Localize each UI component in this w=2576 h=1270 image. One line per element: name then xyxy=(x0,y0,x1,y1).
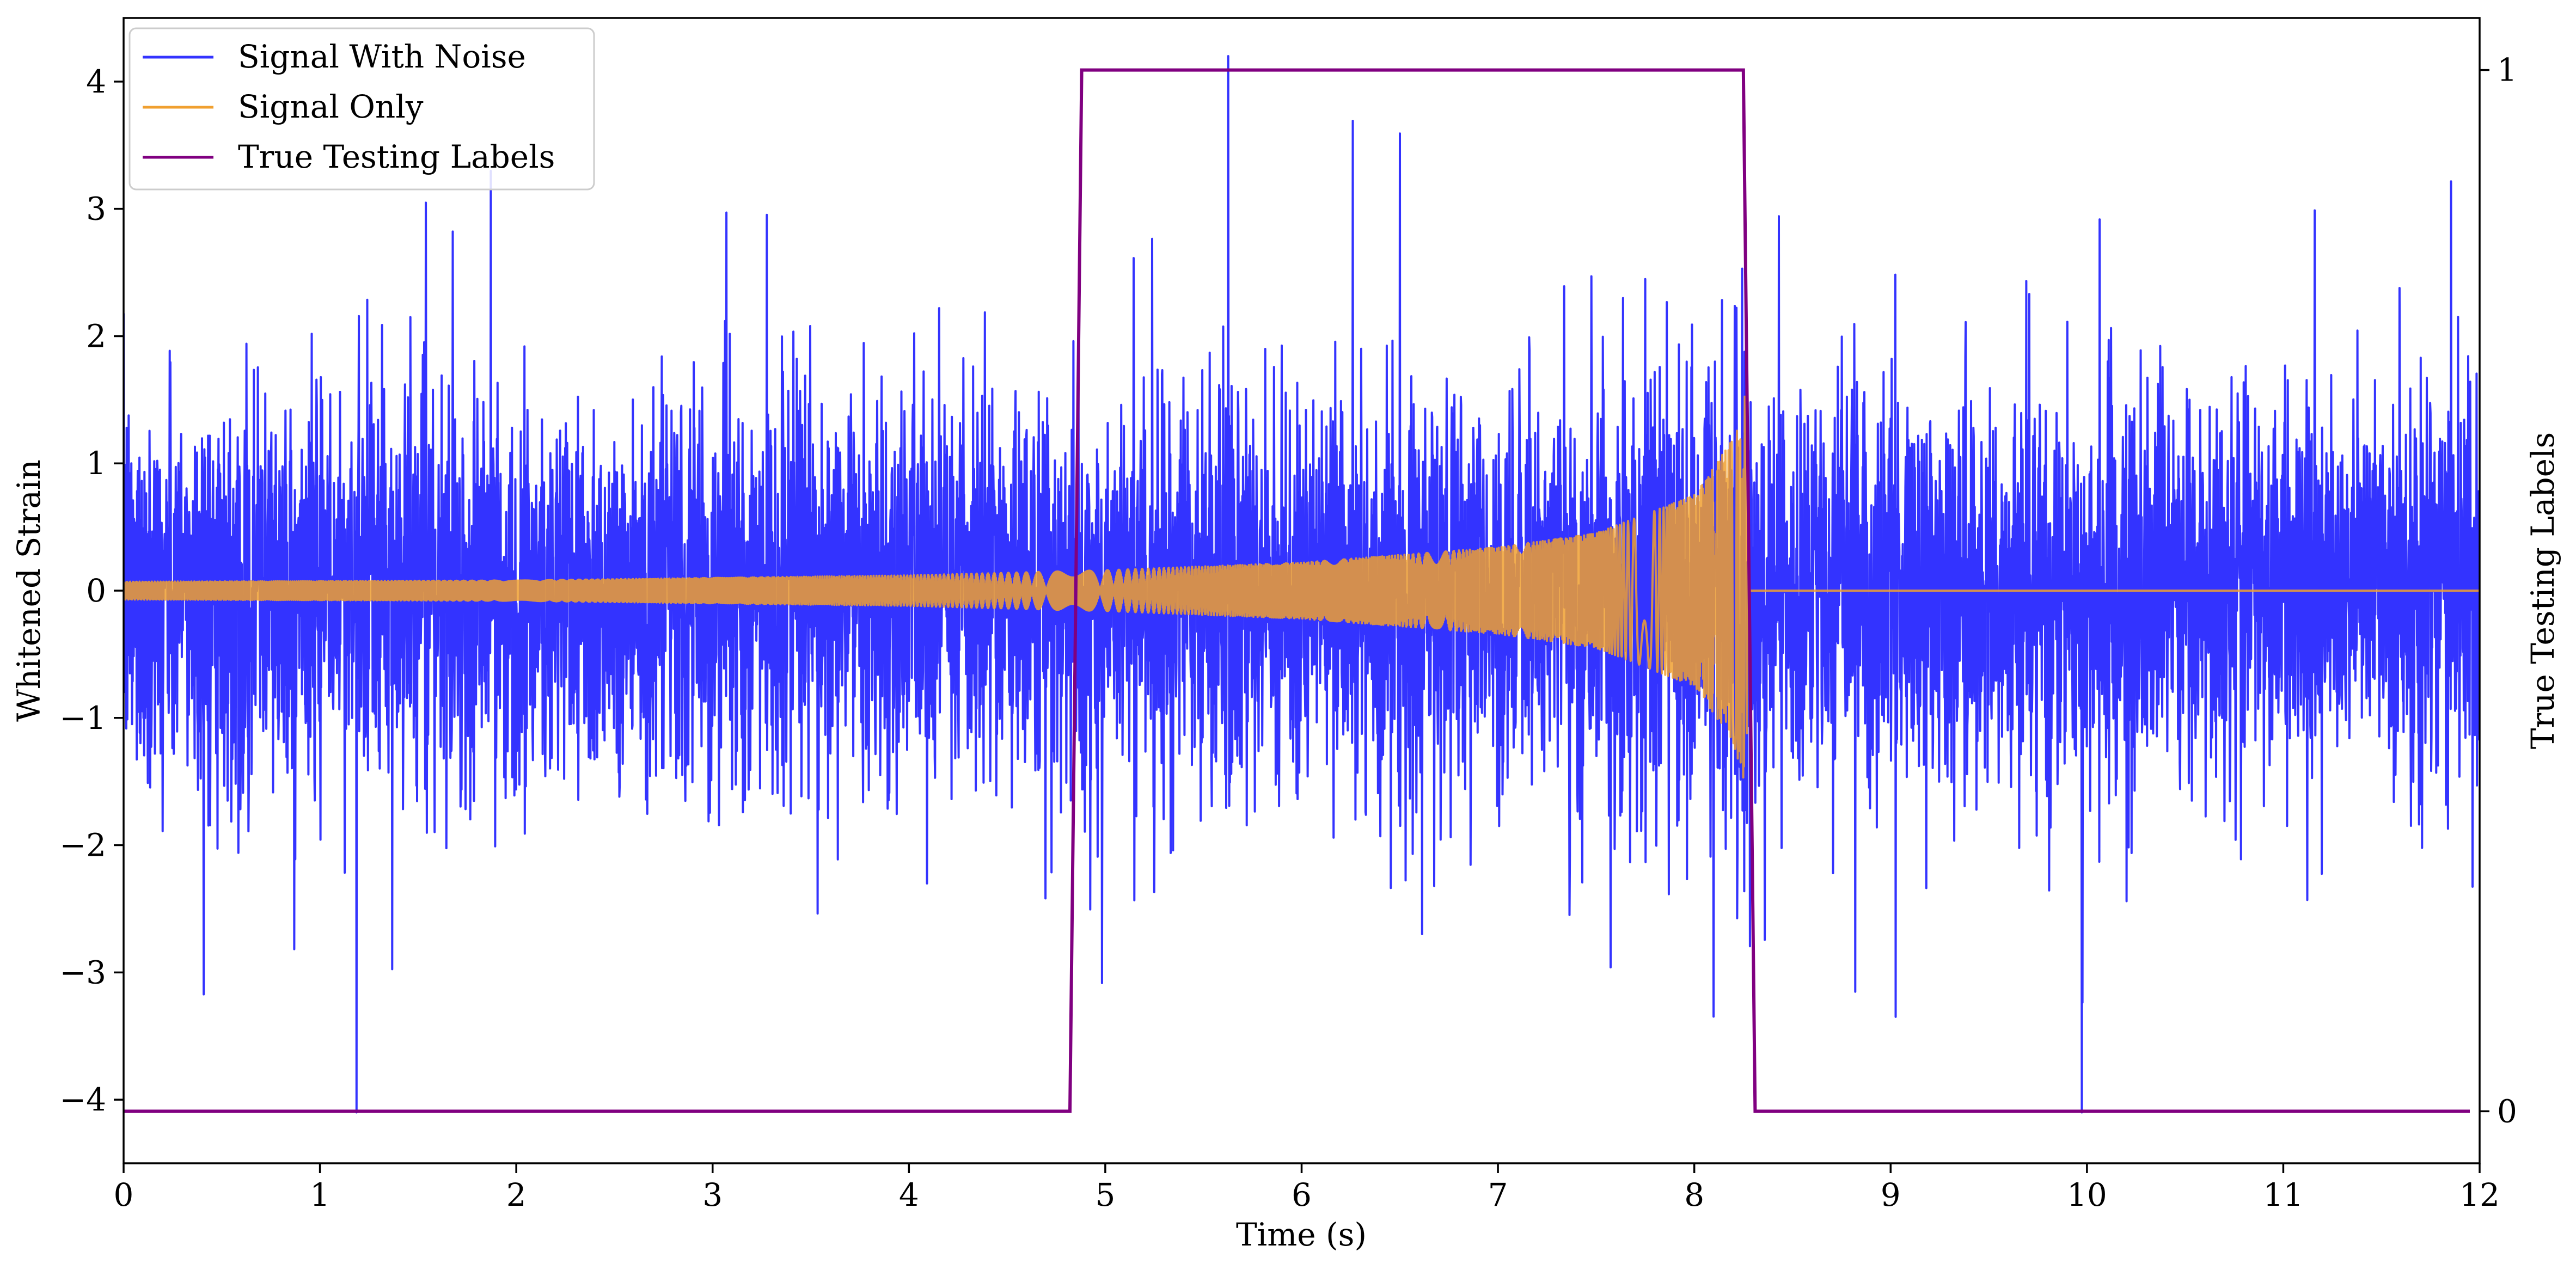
y2-axis-label: True Testing Labels xyxy=(2524,432,2561,749)
y-tick-label: −4 xyxy=(60,1081,107,1118)
x-tick-label: 10 xyxy=(2067,1176,2107,1213)
x-tick-label: 6 xyxy=(1292,1176,1312,1213)
y-tick-label: 1 xyxy=(86,445,106,482)
x-tick-label: 5 xyxy=(1095,1176,1115,1213)
y2-tick-label: 1 xyxy=(2497,52,2517,89)
x-tick-label: 9 xyxy=(1881,1176,1901,1213)
y-tick-label: 0 xyxy=(86,572,106,609)
y-axis-label: Whitened Strain xyxy=(10,459,47,722)
y-tick-label: 3 xyxy=(86,191,106,228)
x-tick-label: 1 xyxy=(310,1176,330,1213)
legend: Signal With Noise Signal Only True Testi… xyxy=(129,27,595,191)
y-tick-label: −3 xyxy=(60,954,107,991)
x-tick-label: 7 xyxy=(1488,1176,1508,1213)
x-tick-label: 11 xyxy=(2263,1176,2304,1213)
legend-label-signal-only: Signal Only xyxy=(238,88,424,125)
x-tick-label: 3 xyxy=(702,1176,723,1213)
x-axis: 0 1 2 3 4 5 6 7 8 9 10 11 12 xyxy=(114,1163,2500,1213)
y-axis-right: 01 xyxy=(2480,52,2517,1130)
x-tick-label: 0 xyxy=(114,1176,134,1213)
series-signal-with-noise xyxy=(124,55,2480,1114)
y-tick-label: −1 xyxy=(60,700,107,737)
y-tick-label: −2 xyxy=(60,827,107,864)
legend-box xyxy=(129,27,595,191)
x-tick-label: 4 xyxy=(899,1176,919,1213)
series-signal-only xyxy=(124,386,2480,779)
x-tick-label: 8 xyxy=(1684,1176,1704,1213)
legend-label-signal-with-noise: Signal With Noise xyxy=(238,38,526,75)
plot-area xyxy=(124,55,2480,1114)
y-axis-left: −4 −3 −2 −1 0 1 2 3 4 xyxy=(60,63,124,1118)
x-tick-label: 2 xyxy=(506,1176,527,1213)
y-tick-label: 2 xyxy=(86,317,106,354)
series-true-testing-labels xyxy=(124,68,2470,1113)
x-axis-label: Time (s) xyxy=(1236,1216,1367,1253)
x-tick-label: 12 xyxy=(2459,1176,2500,1213)
y-tick-label: 4 xyxy=(86,63,106,100)
y2-tick-label: 0 xyxy=(2497,1093,2517,1130)
legend-label-true-testing-labels: True Testing Labels xyxy=(238,138,555,175)
